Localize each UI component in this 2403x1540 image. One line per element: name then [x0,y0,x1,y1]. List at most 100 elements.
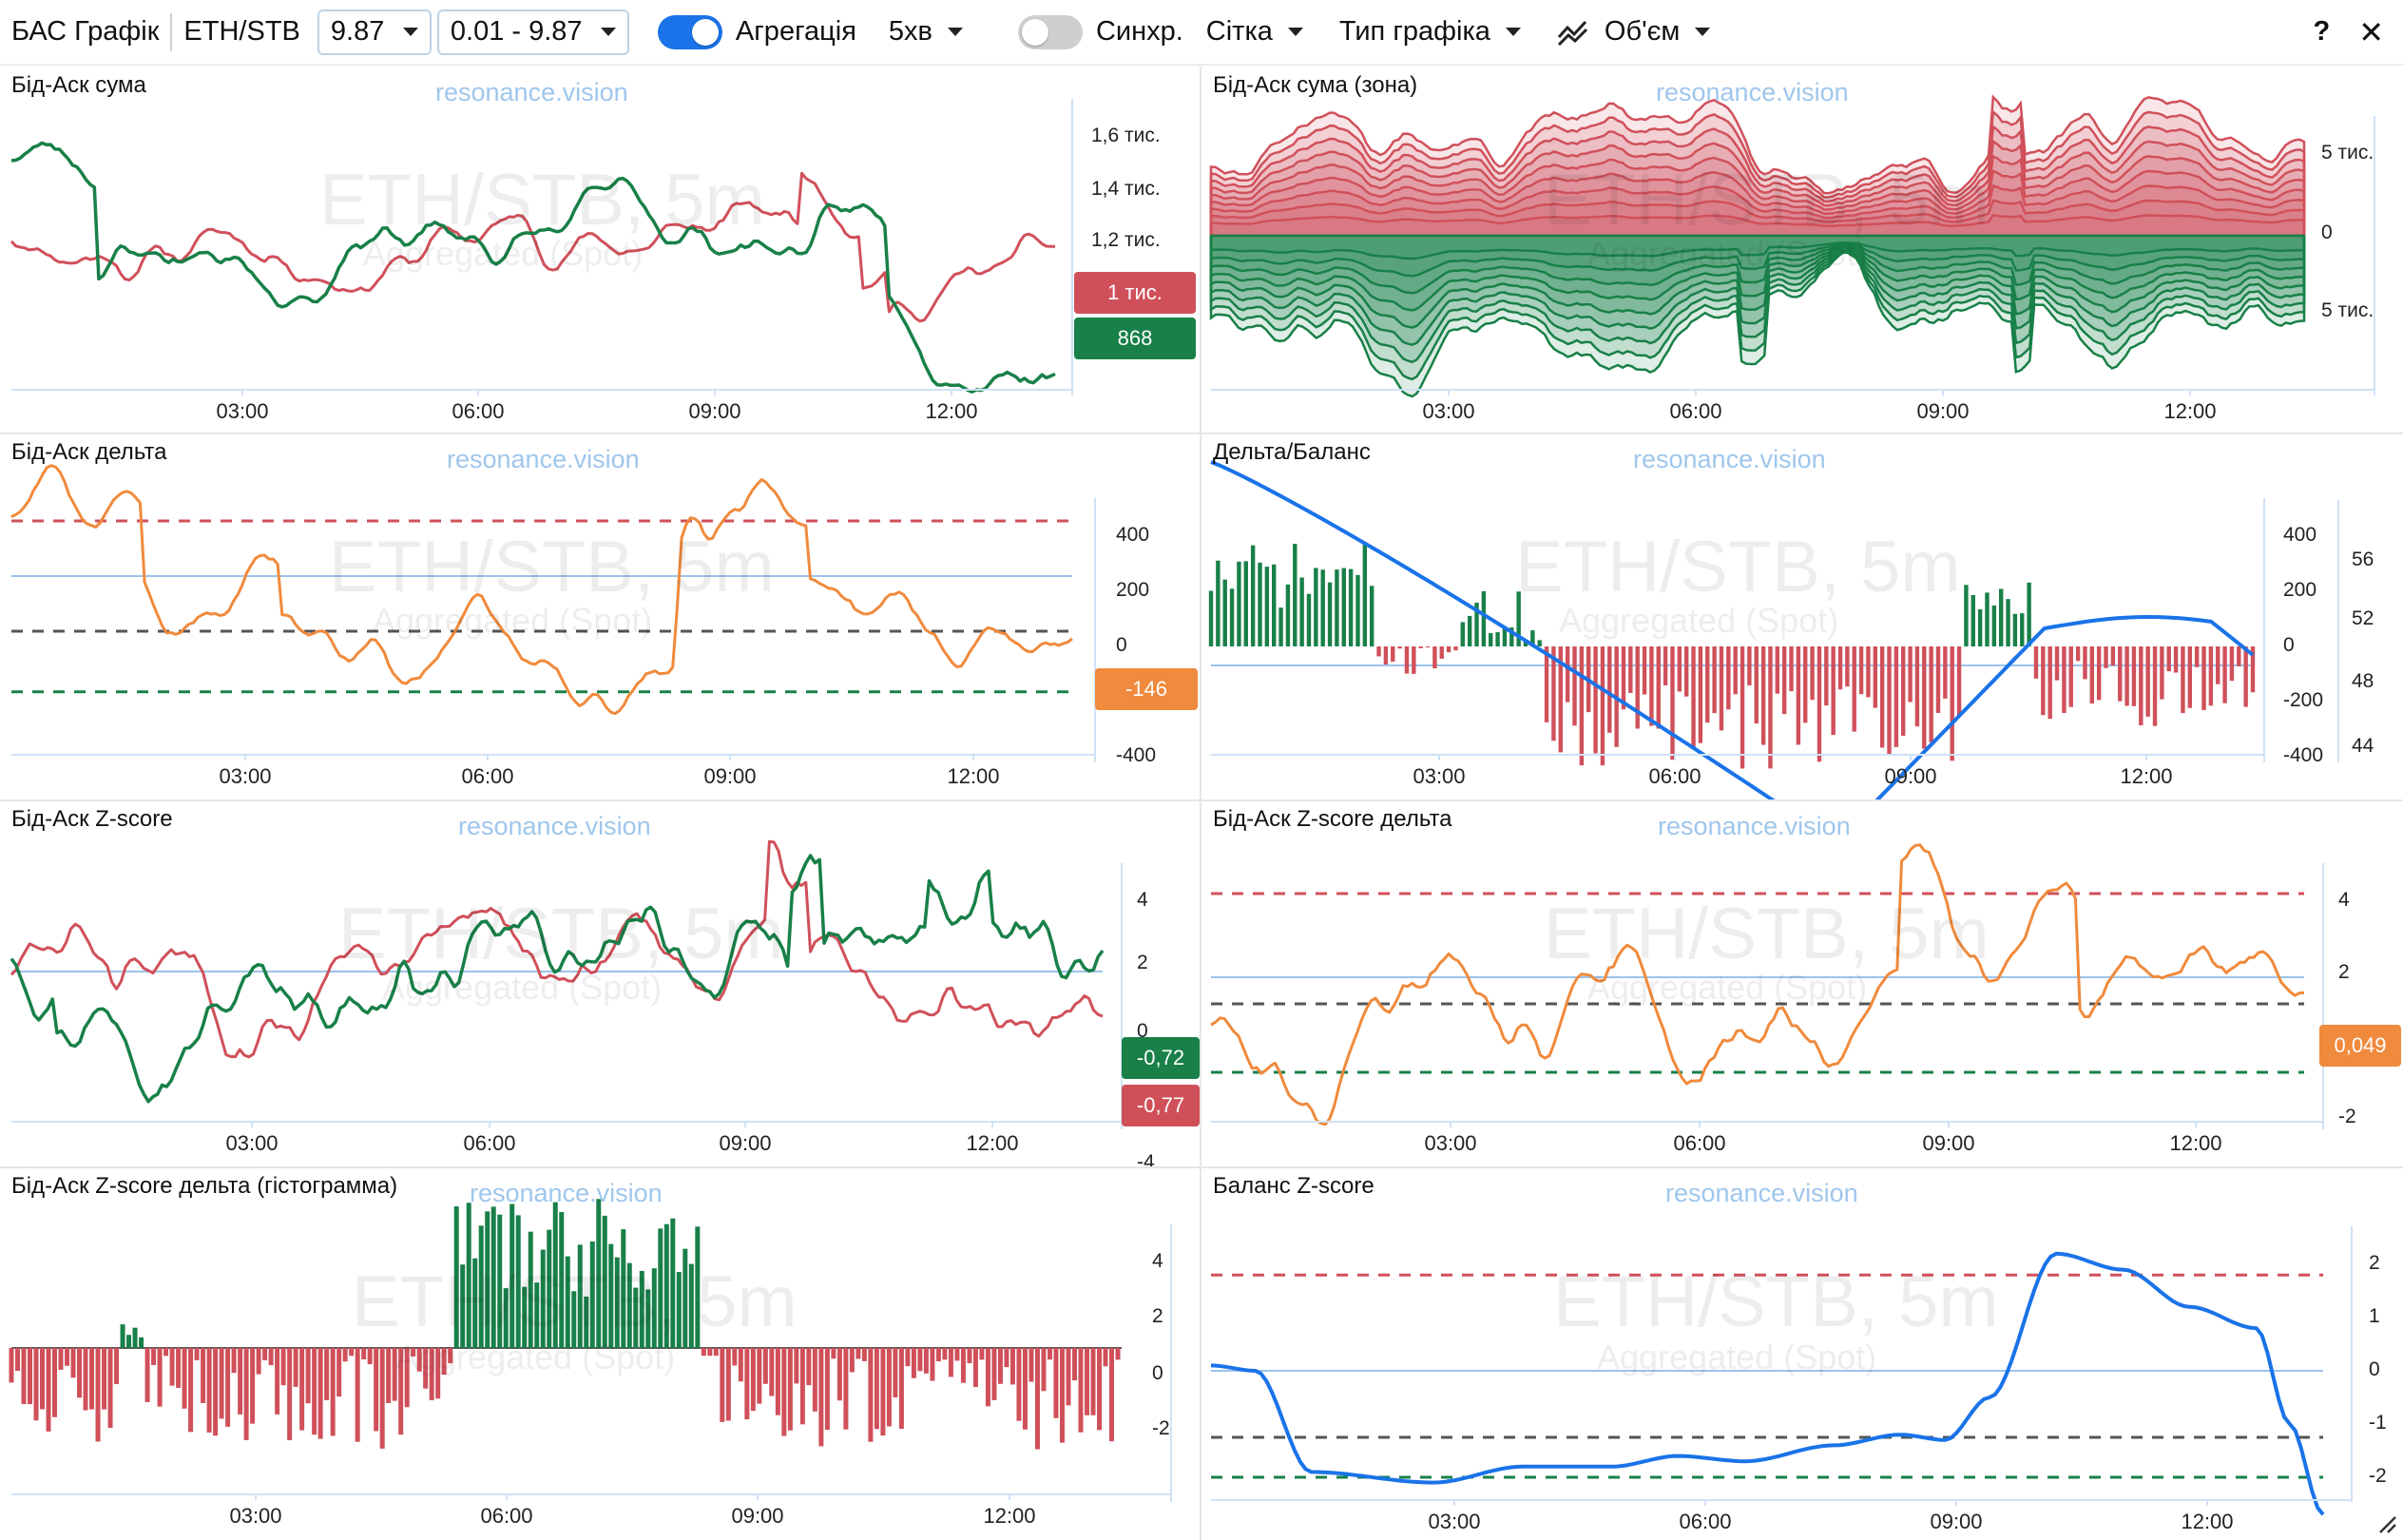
x-tick-label: 03:00 [216,399,269,423]
histogram-bar [225,1348,231,1427]
histogram-bar [621,1229,626,1348]
watermark-brand: resonance.vision [1633,445,1826,473]
bid-value-badge: 868 [1074,318,1196,359]
histogram-bar [114,1348,120,1385]
delta-bar [1754,646,1759,724]
aggregation-toggle-group[interactable]: Агрегація [657,14,856,49]
panel-bid-ask-sum-zone[interactable]: Бід-Аск сума (зона) resonance.vision ETH/S… [1202,67,2403,433]
delta-bar [1439,646,1444,659]
chart-canvas[interactable] [1202,800,2403,1167]
histogram-bar [392,1348,397,1401]
panel-bid-ask-zscore-delta[interactable]: Бід-Аск Z-score дельта resonance.vision ET… [1202,800,2403,1167]
interval-dropdown[interactable]: 5хв [875,16,976,48]
ask-zscore-line [10,839,1104,1059]
aggregation-toggle[interactable] [657,14,722,49]
histogram-bar [942,1348,948,1360]
panel-bid-ask-zscore[interactable]: Бід-Аск Z-score resonance.vision ETH/STB, … [0,800,1200,1173]
delta-bar [1747,646,1752,685]
y-tick-label: 2 [2338,961,2350,983]
histogram-bar [633,1287,639,1348]
watermark-brand: resonance.vision [1656,78,1849,106]
histogram-bar [682,1248,688,1348]
delta-bar [2139,646,2143,725]
volume-dropdown[interactable]: Об'єм [1544,16,1723,48]
close-button[interactable]: ✕ [2358,14,2384,50]
delta-bar [1383,646,1389,665]
y-tick-label: -400 [2283,744,2324,766]
delta-bar [1237,561,1241,646]
histogram-bar [429,1348,434,1400]
grid-dropdown[interactable]: Сітка [1193,16,1317,48]
delta-bar [1446,646,1451,653]
chart-type-dropdown[interactable]: Тип графіка [1326,16,1534,48]
x-tick-label: 12:00 [925,399,978,423]
balance-zscore-line [1210,1251,2325,1516]
panel-balance-zscore[interactable]: Баланс Z-score resonance.vision ETH/STB, 5… [1202,1167,2403,1540]
panel-zscore-delta-histogram[interactable]: Бід-Аск Z-score дельта (гістограмма) reso… [0,1167,1200,1540]
delta-bar [1306,593,1312,646]
zscore-delta-badge: 0,049 [2319,1025,2401,1067]
histogram-bar [639,1270,644,1348]
chart-canvas[interactable] [0,67,1200,433]
histogram-bar [1047,1348,1052,1360]
x-tick-label: 06:00 [1669,399,1722,423]
help-button[interactable]: ? [2313,16,2330,48]
delta-bar [1935,646,1941,713]
delta-bar [2012,613,2018,646]
chart-canvas[interactable] [1202,67,2403,433]
histogram-bar [1022,1348,1028,1430]
histogram-bar [547,1229,552,1348]
chart-canvas[interactable] [0,1167,1200,1540]
y-tick-label: 0 [1152,1362,1163,1384]
delta-bar [2062,646,2067,714]
x-tick-label: 09:00 [1916,399,1970,423]
chart-canvas[interactable] [0,433,1200,800]
histogram-bar [559,1212,565,1348]
panel-title: Баланс Z-score [1213,1173,1375,1199]
delta-bar [1887,646,1892,755]
delta-bar [1691,646,1696,750]
histogram-bar [1096,1348,1102,1431]
histogram-bar [849,1348,855,1373]
sync-toggle[interactable] [1017,14,1083,49]
histogram-bar [732,1348,738,1366]
chart-canvas[interactable] [1202,433,2403,800]
histogram-bar [509,1203,515,1348]
histogram-bar [287,1348,293,1441]
watermark-source: Aggregated (Spot) [373,601,653,641]
panel-title: Дельта/Баланс [1213,439,1371,465]
delta-bar [1628,646,1633,693]
delta-bar [1355,574,1360,646]
y-tick-label: 0 [2283,634,2295,656]
panel-delta-balance[interactable]: Дельта/Баланс resonance.vision ETH/STB, 5m… [1202,433,2403,800]
histogram-bar [201,1348,206,1403]
chart-canvas[interactable] [1202,1167,2403,1540]
y-tick-label: 4 [2338,889,2350,911]
chart-canvas[interactable] [0,800,1200,1167]
pair-label[interactable]: ETH/STB [183,16,299,48]
sync-toggle-group[interactable]: Синхр. [1017,14,1183,49]
toolbar: БАС Графік ETH/STB 9.87 0.01 - 9.87 Агре… [0,0,2403,66]
histogram-bar [596,1199,602,1348]
panel-bid-ask-delta[interactable]: Бід-Аск дельта resonance.vision ETH/STB, 5… [0,433,1200,800]
histogram-bar [126,1335,132,1348]
histogram-bar [923,1348,929,1374]
resize-handle-icon[interactable] [2376,1513,2397,1534]
app-title-text: БАС Графік [11,16,160,47]
watermark-source: Aggregated (Spot) [382,968,663,1008]
delta-bar [1719,646,1724,731]
range-select[interactable]: 0.01 - 9.87 [436,9,629,55]
delta-bar [1208,590,1214,646]
histogram-bar [46,1348,51,1432]
histogram-bar [948,1348,953,1377]
histogram-bar [608,1243,614,1348]
histogram-bar [423,1348,429,1389]
price-select[interactable]: 9.87 [317,9,432,55]
histogram-bar [651,1268,657,1348]
histogram-bar [738,1348,743,1382]
panel-bid-ask-sum[interactable]: Бід-Аск сума resonance.vision ETH/STB, 5m A… [0,67,1200,433]
y-tick-label: 1,6 тис. [1091,125,1161,146]
histogram-bar [602,1215,607,1348]
watermark-source: Aggregated (Spot) [395,1337,676,1376]
histogram-bar [1034,1348,1040,1450]
